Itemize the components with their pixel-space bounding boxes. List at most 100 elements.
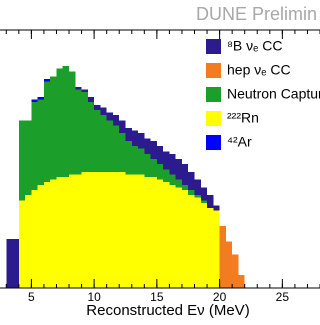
histogram-bar bbox=[106, 171, 113, 288]
histogram-bar bbox=[125, 128, 132, 141]
histogram-bar bbox=[112, 125, 120, 172]
histogram-bar bbox=[81, 91, 88, 172]
histogram-bar bbox=[43, 79, 51, 82]
histogram-bar bbox=[188, 189, 195, 196]
histogram-bar bbox=[106, 112, 113, 121]
histogram-bar bbox=[150, 177, 157, 288]
histogram-bar bbox=[213, 210, 220, 288]
histogram-bar bbox=[163, 182, 170, 288]
histogram-bar bbox=[31, 102, 38, 190]
histogram-bar bbox=[138, 133, 145, 149]
histogram-bar bbox=[12, 238, 19, 288]
legend-swatch bbox=[206, 63, 221, 78]
histogram-bar bbox=[225, 241, 233, 288]
histogram-bar bbox=[31, 99, 38, 103]
histogram-bar bbox=[163, 169, 170, 183]
histogram-bar bbox=[188, 195, 195, 288]
histogram-bar bbox=[87, 97, 95, 103]
histogram-bar bbox=[94, 171, 101, 288]
legend: ⁸B νₑ CC hep νₑ CC Neutron Capture ²²²Rn ⁴²A… bbox=[206, 38, 320, 150]
histogram-bar bbox=[75, 174, 82, 288]
histogram-bar bbox=[87, 102, 95, 172]
x-axis-label: Reconstructed Eν (MeV) bbox=[86, 302, 249, 319]
histogram-bar bbox=[150, 140, 157, 159]
histogram-bar bbox=[200, 187, 208, 201]
histogram-bar bbox=[62, 177, 70, 288]
histogram-bar bbox=[194, 197, 201, 288]
histogram-bar bbox=[150, 159, 157, 178]
histogram-bar bbox=[238, 275, 245, 288]
histogram-bar bbox=[181, 189, 189, 288]
histogram-bar bbox=[100, 115, 107, 172]
histogram-bar bbox=[169, 153, 176, 175]
histogram-bar bbox=[144, 138, 151, 154]
histogram-bar bbox=[18, 200, 26, 288]
histogram-bar bbox=[138, 174, 145, 288]
histogram-bar bbox=[125, 174, 132, 288]
histogram-bar bbox=[232, 254, 239, 288]
legend-label: Neutron Capture bbox=[227, 86, 320, 102]
histogram-bar bbox=[25, 120, 32, 196]
histogram-bar bbox=[156, 146, 164, 165]
histogram-bar bbox=[37, 97, 44, 100]
histogram-bar bbox=[219, 226, 226, 288]
histogram-bar bbox=[112, 115, 120, 126]
histogram-bar bbox=[181, 164, 189, 185]
histogram-bar bbox=[169, 174, 176, 185]
histogram-bar bbox=[112, 171, 120, 288]
legend-label: ⁴²Ar bbox=[227, 134, 252, 150]
legend-swatch bbox=[206, 135, 221, 150]
histogram-bar bbox=[62, 66, 70, 178]
histogram-bar bbox=[207, 208, 214, 288]
histogram-bar bbox=[175, 159, 182, 180]
x-tick-label: 20 bbox=[213, 290, 227, 304]
histogram-bar bbox=[213, 205, 220, 211]
histogram-bar bbox=[200, 200, 208, 203]
histogram-bar bbox=[169, 184, 176, 288]
histogram-bar bbox=[94, 109, 101, 172]
x-tick-label: 10 bbox=[87, 290, 101, 304]
histogram-bar bbox=[125, 140, 132, 175]
histogram-bar bbox=[50, 179, 57, 288]
histogram-bar bbox=[75, 86, 82, 90]
histogram-bar bbox=[106, 120, 113, 172]
histogram-bar bbox=[144, 177, 151, 288]
histogram-bar bbox=[25, 195, 32, 288]
histogram-bar bbox=[50, 76, 57, 180]
x-tick-label: 25 bbox=[276, 290, 290, 304]
histogram-bar bbox=[69, 71, 76, 175]
legend-label: ²²²Rn bbox=[227, 110, 259, 126]
histogram-bar bbox=[119, 133, 126, 172]
legend-label: ⁸B νₑ CC bbox=[227, 38, 282, 54]
histogram-bar bbox=[194, 195, 201, 198]
legend-label: hep νₑ CC bbox=[227, 62, 291, 78]
histogram-bar bbox=[37, 99, 44, 185]
histogram-bar bbox=[100, 171, 107, 288]
histogram-bar bbox=[156, 164, 164, 180]
x-tick-label: 15 bbox=[150, 290, 164, 304]
histogram-bar bbox=[75, 89, 82, 175]
histogram-bar bbox=[194, 179, 201, 196]
histogram-bar bbox=[175, 179, 182, 188]
histogram-bar bbox=[181, 184, 189, 190]
histogram-bar bbox=[56, 68, 63, 178]
legend-swatch bbox=[206, 111, 221, 126]
histogram-bar bbox=[119, 171, 126, 288]
histogram-bar bbox=[43, 81, 51, 183]
histogram-bar bbox=[81, 89, 88, 92]
histogram-bar bbox=[18, 120, 26, 201]
histogram-bar bbox=[144, 153, 151, 178]
histogram-bar bbox=[69, 174, 76, 288]
histogram-bar bbox=[119, 120, 126, 134]
x-tick-label: 5 bbox=[28, 290, 35, 304]
histogram-bar bbox=[188, 171, 195, 190]
histogram-bar bbox=[175, 187, 182, 288]
histogram-bar bbox=[100, 107, 107, 116]
histogram-bar bbox=[37, 184, 44, 288]
histogram-bar bbox=[131, 130, 139, 147]
histogram-bar bbox=[138, 148, 145, 175]
histogram-bar bbox=[81, 171, 88, 288]
histogram-bar bbox=[87, 171, 95, 288]
